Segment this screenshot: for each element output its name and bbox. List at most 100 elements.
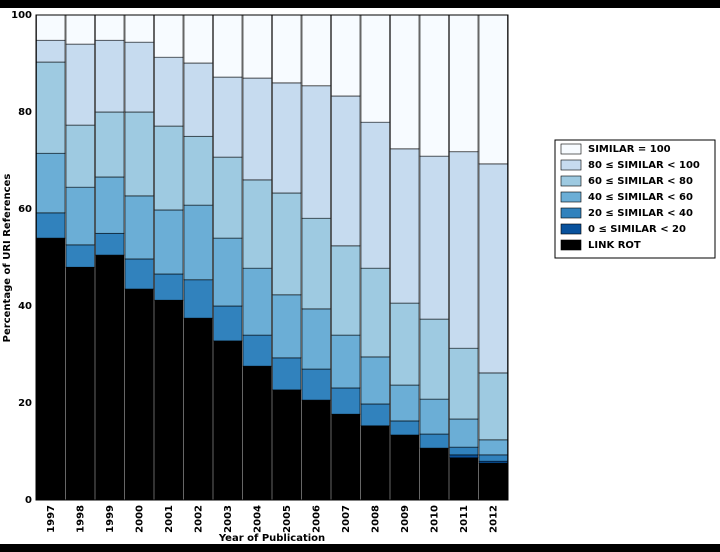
x-tick-label: 1999 — [105, 505, 116, 533]
bottom-border — [0, 544, 720, 552]
bar-segment — [449, 457, 479, 501]
bar-segment — [183, 135, 213, 206]
legend-label: LINK ROT — [588, 240, 641, 251]
bar-segment — [242, 14, 272, 79]
bar-segment — [65, 14, 95, 45]
x-tick-label: 2006 — [311, 505, 322, 533]
bar-segment — [124, 111, 154, 197]
bar-segment — [65, 124, 95, 188]
x-tick-label: 2011 — [459, 505, 470, 533]
bar-segment — [419, 318, 449, 400]
bar-segment — [301, 368, 331, 401]
bar-segment — [124, 288, 154, 501]
bar-segment — [242, 267, 272, 336]
bar-segment — [301, 85, 331, 219]
bar-segment — [65, 186, 95, 246]
bar-segment — [183, 14, 213, 64]
bar-segment — [449, 151, 479, 349]
bar-segment — [154, 273, 184, 301]
y-tick-label: 0 — [25, 495, 32, 506]
bar-segment — [478, 439, 508, 456]
legend-swatch — [560, 191, 582, 203]
bar-segment — [331, 95, 361, 247]
legend-box — [554, 139, 716, 259]
legend-swatch — [560, 223, 582, 235]
bar-segment — [478, 454, 508, 462]
bar-segment — [36, 61, 66, 154]
legend-swatch — [560, 239, 582, 251]
bar-segment — [213, 76, 243, 158]
bar-segment — [449, 347, 479, 420]
bar-segment — [272, 357, 302, 391]
x-tick-label: 2008 — [370, 505, 381, 533]
bar-segment — [124, 195, 154, 260]
x-tick-label: 2000 — [134, 505, 145, 533]
legend-label: 40 ≤ SIMILAR < 60 — [588, 192, 693, 203]
bar-segment — [65, 244, 95, 268]
bar-segment — [65, 43, 95, 126]
bar-segment — [213, 14, 243, 78]
bar-segment — [213, 237, 243, 307]
bar-segment — [390, 302, 420, 386]
y-axis-label: Percentage of URI References — [2, 174, 13, 343]
bar-segment — [95, 254, 125, 501]
bar-segment — [154, 14, 184, 58]
bar-segment — [36, 237, 66, 501]
x-tick-label: 2007 — [341, 505, 352, 533]
x-tick-label: 1998 — [75, 505, 86, 533]
bar-segment — [390, 420, 420, 436]
bar-segment — [419, 433, 449, 449]
bar-segment — [478, 462, 508, 501]
x-tick-label: 2012 — [488, 505, 499, 533]
bar-segment — [419, 155, 449, 320]
bar-segment — [449, 418, 479, 448]
bar-segment — [360, 425, 390, 501]
x-tick-label: 2004 — [252, 505, 263, 533]
bar-segment — [360, 14, 390, 123]
bar-segment — [360, 356, 390, 405]
legend-swatch — [560, 143, 582, 155]
bar-segment — [419, 447, 449, 501]
bar-segment — [390, 434, 420, 501]
bar-segment — [301, 308, 331, 370]
bar-segment — [242, 334, 272, 367]
bar-segment — [183, 317, 213, 501]
x-tick-label: 2002 — [193, 505, 204, 533]
bar-segment — [65, 266, 95, 501]
bar-segment — [183, 279, 213, 319]
bar-segment — [301, 14, 331, 87]
top-border — [0, 0, 720, 8]
bar-segment — [154, 299, 184, 501]
y-tick-label: 100 — [11, 10, 32, 21]
x-tick-label: 2005 — [282, 505, 293, 533]
bar-segment — [272, 14, 302, 84]
legend-swatch — [560, 159, 582, 171]
bar-segment — [331, 14, 361, 97]
bar-segment — [449, 454, 479, 459]
bar-segment — [419, 14, 449, 157]
bar-segment — [331, 334, 361, 389]
bar-segment — [36, 14, 66, 41]
bar-segment — [95, 232, 125, 256]
bar-segment — [36, 39, 66, 63]
bar-segment — [331, 387, 361, 415]
x-tick-label: 2010 — [429, 505, 440, 533]
bar-segment — [183, 204, 213, 281]
y-tick-label: 60 — [18, 204, 32, 215]
y-tick-label: 80 — [18, 107, 32, 118]
bar-segment — [242, 365, 272, 501]
plot-frame — [35, 14, 509, 501]
legend-label: 60 ≤ SIMILAR < 80 — [588, 176, 693, 187]
bar-segment — [124, 258, 154, 290]
y-tick-label: 20 — [18, 398, 32, 409]
bar-segment — [272, 192, 302, 296]
bar-segment — [478, 163, 508, 374]
bar-segment — [36, 152, 66, 214]
y-tick-label: 40 — [18, 301, 32, 312]
bar-segment — [95, 176, 125, 234]
bar-segment — [301, 399, 331, 501]
bar-segment — [390, 384, 420, 422]
bar-segment — [390, 148, 420, 304]
bar-segment — [419, 398, 449, 435]
